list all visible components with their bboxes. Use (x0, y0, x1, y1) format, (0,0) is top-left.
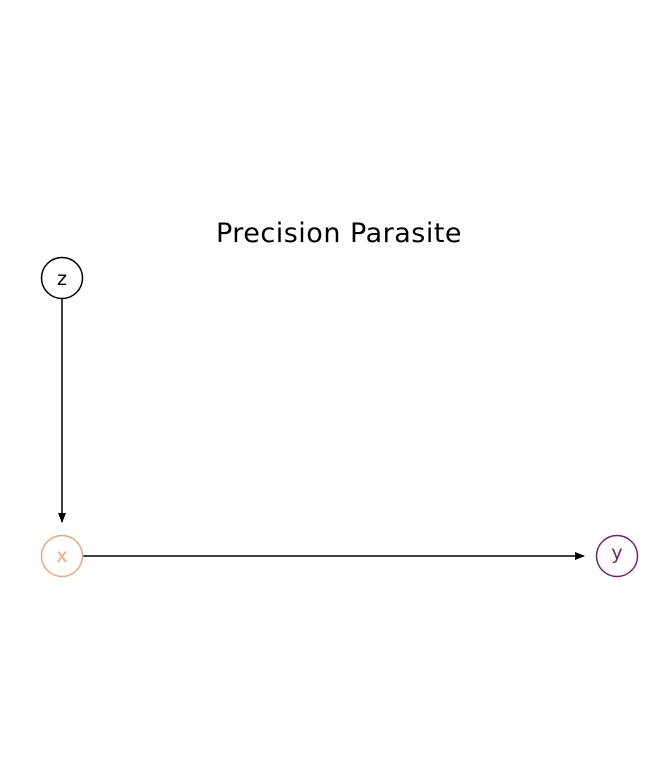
node-z: z (40, 256, 84, 300)
node-y-label: y (611, 542, 622, 564)
node-x-circle (40, 534, 84, 578)
diagram-title: Precision Parasite (216, 218, 462, 249)
node-y-circle (595, 534, 639, 578)
node-x: x (40, 534, 84, 578)
node-z-circle (40, 256, 84, 300)
node-z-label: z (57, 268, 67, 290)
node-x-label: x (56, 545, 67, 567)
node-y: y (595, 534, 639, 578)
